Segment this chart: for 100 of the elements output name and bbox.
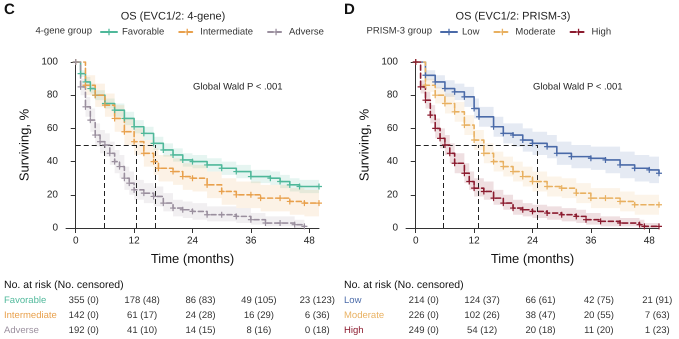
annotation: Global Wald P < .001 <box>533 82 623 92</box>
text: 16 (29) <box>244 310 274 321</box>
text: 6 (36) <box>304 310 330 321</box>
text: 1 (23) <box>644 325 670 336</box>
point <box>427 112 434 118</box>
point <box>112 158 118 165</box>
point <box>558 212 565 218</box>
text: 102 (26) <box>464 310 500 321</box>
x-axis-title: Time (months) <box>490 251 574 266</box>
point <box>121 175 128 182</box>
point <box>248 216 254 223</box>
text: 355 (0) <box>68 295 99 306</box>
text: 20 (18) <box>525 325 556 336</box>
y-tick-label: 80 <box>46 90 58 101</box>
text: 192 (0) <box>68 325 99 336</box>
x-tick-label: 0 <box>412 236 419 246</box>
text: 178 (48) <box>124 295 160 306</box>
text: 11 (20) <box>584 325 614 336</box>
legend-label: High <box>592 26 612 38</box>
point <box>87 117 94 124</box>
x-tick-label: 36 <box>245 236 257 246</box>
point <box>140 130 147 136</box>
text: 0 (18) <box>304 325 330 336</box>
text: 14 (15) <box>185 325 216 336</box>
point <box>112 115 118 122</box>
y-tick-label: 100 <box>41 56 58 68</box>
x-tick-label: 24 <box>186 236 198 246</box>
text: No. at risk (No. censored) <box>344 279 464 291</box>
text: 20 (55) <box>584 310 614 321</box>
point <box>452 160 458 166</box>
point <box>204 212 210 218</box>
legend-label: Favorable <box>122 26 164 38</box>
text: 226 (0) <box>408 310 439 321</box>
y-axis-title: Surviving, % <box>356 108 372 182</box>
point <box>233 213 240 220</box>
point <box>646 166 652 173</box>
point <box>656 223 662 230</box>
x-tick-label: 36 <box>585 236 597 246</box>
text: 21 (91) <box>642 295 672 306</box>
text: 142 (0) <box>68 310 99 321</box>
point <box>656 170 662 176</box>
y-tick-label: 40 <box>386 156 398 168</box>
x-tick-label: 48 <box>644 236 656 246</box>
text: C <box>4 1 15 18</box>
text: 249 (0) <box>408 325 439 336</box>
point <box>500 164 506 170</box>
text: 23 (123) <box>300 295 335 306</box>
text: 124 (37) <box>464 295 500 306</box>
text: Adverse <box>4 325 39 336</box>
x-tick-label: 48 <box>304 236 316 246</box>
y-axis-title: Surviving, % <box>16 108 32 182</box>
text: 66 (61) <box>525 295 556 306</box>
text: Low <box>344 295 362 306</box>
legend-label: Adverse <box>289 26 324 38</box>
point <box>452 88 458 95</box>
text: High <box>344 325 364 336</box>
x-tick-label: 12 <box>128 236 140 246</box>
point <box>656 202 662 208</box>
legend-title: 4-gene group <box>35 26 92 36</box>
annotation: Global Wald P < .001 <box>193 82 283 92</box>
legend-label: Intermediate <box>200 26 254 38</box>
y-tick-label: 80 <box>386 90 398 101</box>
point <box>636 222 643 228</box>
x-axis-title: Time (months) <box>150 251 234 266</box>
text: D <box>344 1 355 18</box>
text: 24 (28) <box>185 310 216 321</box>
x-tick-label: 0 <box>72 236 79 246</box>
y-tick-label: 60 <box>386 122 398 134</box>
y-tick-label: 0 <box>52 222 58 234</box>
y-tick-label: 40 <box>46 156 58 168</box>
text: 42 (75) <box>584 295 614 306</box>
text: 41 (10) <box>127 325 158 336</box>
text: No. at risk (No. censored) <box>4 279 124 291</box>
point <box>301 223 308 230</box>
y-tick-label: 100 <box>381 56 398 68</box>
text: 7 (63) <box>644 310 670 321</box>
chart-title: OS (EVC1/2: PRISM-3) <box>456 10 570 22</box>
point <box>87 86 94 92</box>
text: 38 (47) <box>525 310 556 321</box>
chart-title: OS (EVC1/2: 4-gene) <box>120 10 226 22</box>
text: 86 (83) <box>185 295 216 306</box>
point <box>155 165 162 172</box>
x-tick-label: 12 <box>468 236 480 246</box>
point <box>573 213 580 220</box>
text: Favorable <box>4 295 46 306</box>
y-tick-label: 0 <box>392 222 398 234</box>
text: 214 (0) <box>408 295 439 306</box>
text: 54 (12) <box>467 325 498 336</box>
text: Moderate <box>344 310 384 321</box>
text: 61 (17) <box>127 310 158 321</box>
text: Intermediate <box>4 310 57 321</box>
y-tick-label: 60 <box>46 122 58 134</box>
text: 49 (105) <box>241 295 277 306</box>
y-tick-label: 20 <box>386 189 398 200</box>
legend-title: PRISM-3 group <box>366 26 432 36</box>
point <box>286 198 293 204</box>
text: 8 (16) <box>246 325 272 336</box>
legend-label: Moderate <box>515 26 556 38</box>
legend-label: Low <box>462 26 480 38</box>
y-tick-label: 20 <box>46 189 58 200</box>
